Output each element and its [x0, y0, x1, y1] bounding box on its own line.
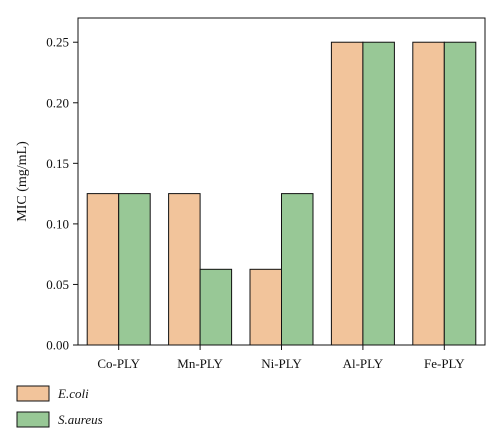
bar-saureus-ni-ply: [281, 193, 314, 346]
bar-ecoli-mn-ply: [168, 193, 201, 346]
legend-label: S.aureus: [58, 412, 103, 427]
bar-saureus-co-ply: [118, 193, 151, 346]
x-axis: Co-PLY Mn-PLY Ni-PLY Al-PLY Fe-PLY: [97, 345, 465, 371]
bar-saureus-mn-ply: [199, 268, 233, 346]
legend-label: E.coli: [57, 386, 89, 401]
y-tick-label: 0.20: [46, 95, 69, 110]
x-tick-label: Ni-PLY: [261, 356, 302, 371]
bars-group: [86, 41, 477, 346]
bar-ecoli-co-ply: [86, 193, 120, 346]
bar-ecoli-al-ply: [330, 41, 364, 346]
y-tick-label: 0.05: [46, 277, 69, 292]
bar-saureus-fe-ply: [443, 41, 477, 346]
legend-swatch: [16, 385, 50, 402]
bar-ecoli-ni-ply: [249, 268, 282, 346]
y-tick-label: 0.25: [46, 35, 69, 50]
legend-swatch: [16, 411, 50, 428]
y-tick-label: 0.00: [46, 338, 69, 353]
y-tick-label: 0.15: [46, 156, 69, 171]
x-tick-label: Co-PLY: [97, 356, 140, 371]
bar-saureus-al-ply: [362, 41, 395, 346]
y-tick-label: 0.10: [46, 216, 69, 231]
y-axis: 0.00 0.05 0.10 0.15 0.20 0.25: [46, 35, 78, 353]
y-axis-title: MIC (mg/mL): [15, 141, 30, 222]
x-tick-label: Mn-PLY: [177, 356, 223, 371]
x-tick-label: Al-PLY: [343, 356, 384, 371]
bar-ecoli-fe-ply: [412, 41, 445, 346]
legend: E.coli S.aureus: [16, 385, 103, 428]
x-tick-label: Fe-PLY: [424, 356, 465, 371]
